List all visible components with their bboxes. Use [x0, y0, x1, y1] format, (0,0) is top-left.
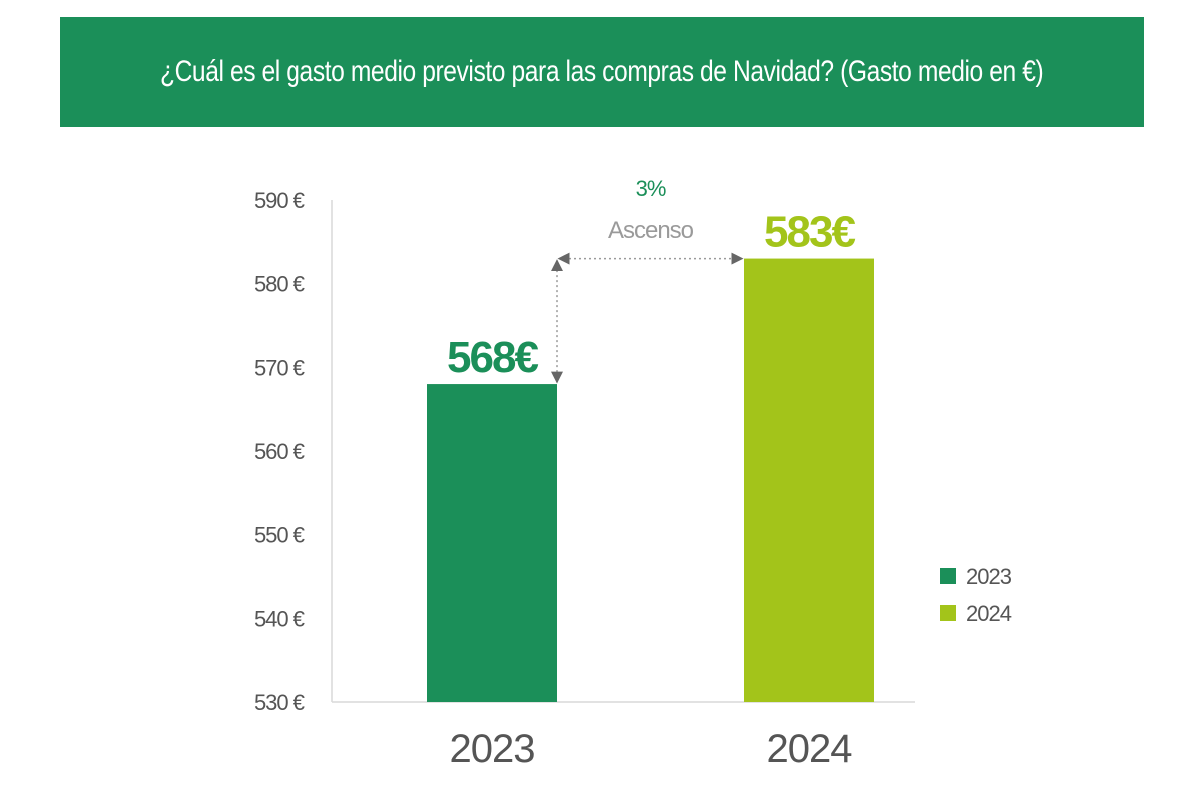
- legend-label-2023: 2023: [966, 564, 1012, 589]
- bar-2024: [744, 258, 874, 702]
- annotation-percent: 3%: [636, 176, 666, 201]
- title-banner: ¿Cuál es el gasto medio previsto para la…: [60, 17, 1144, 127]
- y-tick-label: 590 €: [254, 188, 305, 213]
- legend-label-2024: 2024: [966, 601, 1012, 626]
- value-label-2023: 568€: [447, 333, 538, 382]
- y-tick-label: 540 €: [254, 606, 305, 631]
- value-label-2024: 583€: [764, 208, 855, 257]
- bar-2023: [427, 384, 557, 702]
- y-tick-label: 570 €: [254, 355, 305, 380]
- chart-title: ¿Cuál es el gasto medio previsto para la…: [160, 55, 1044, 88]
- y-tick-label: 580 €: [254, 272, 305, 297]
- x-tick-label-2023: 2023: [450, 727, 535, 771]
- y-tick-label: 560 €: [254, 439, 305, 464]
- legend-swatch-2023: [940, 568, 956, 584]
- x-tick-label-2024: 2024: [767, 727, 853, 771]
- legend-swatch-2024: [940, 605, 956, 621]
- y-tick-label: 530 €: [254, 690, 305, 715]
- annotation-text: Ascenso: [608, 217, 694, 244]
- y-tick-label: 550 €: [254, 523, 305, 548]
